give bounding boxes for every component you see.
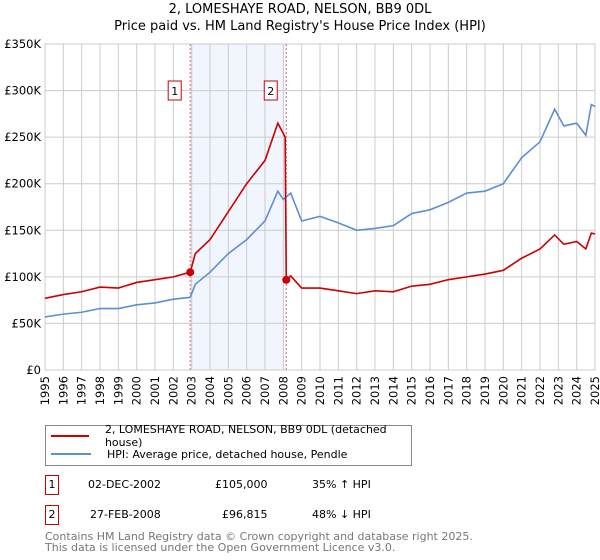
footer-copyright: Contains HM Land Registry data © Crown c… <box>45 530 473 543</box>
sale-price: £96,815 <box>222 508 268 521</box>
x-tick-label: 2014 <box>386 376 400 405</box>
x-tick-label: 2024 <box>570 376 584 405</box>
x-tick-label: 2013 <box>368 376 382 405</box>
x-tick-label: 2015 <box>405 376 419 405</box>
legend-label: 2, LOMESHAYE ROAD, NELSON, BB9 0DL (deta… <box>104 423 387 449</box>
x-tick-label: 2019 <box>478 376 492 405</box>
x-tick-label: 2004 <box>203 376 217 405</box>
sale-date: 02-DEC-2002 <box>88 478 162 491</box>
plot-frame <box>44 43 596 371</box>
x-tick-label: 2009 <box>295 376 309 405</box>
legend-swatch-blue <box>51 453 91 455</box>
legend-item-hpi: HPI: Average price, detached house, Pend… <box>46 446 347 462</box>
footer-licence: This data is licensed under the Open Gov… <box>45 541 396 554</box>
y-tick-label: £300K <box>4 84 41 98</box>
x-tick-label: 2010 <box>313 376 327 405</box>
x-tick-label: 2011 <box>331 376 345 405</box>
sale-date: 27-FEB-2008 <box>90 508 161 521</box>
x-tick-label: 2016 <box>423 376 437 405</box>
sale-point <box>282 275 291 284</box>
x-tick-label: 1998 <box>93 376 107 405</box>
chart-subtitle: Price paid vs. HM Land Registry's House … <box>114 19 486 34</box>
x-tick-label: 1997 <box>75 376 89 405</box>
y-tick-label: £350K <box>4 37 41 51</box>
legend-item-property: 2, LOMESHAYE ROAD, NELSON, BB9 0DL (deta… <box>46 423 411 449</box>
hpi-line <box>44 103 596 318</box>
x-tick-label: 2002 <box>166 376 180 405</box>
sale-label-box <box>263 80 278 101</box>
legend-swatch-red <box>51 435 89 437</box>
x-tick-label: 2012 <box>350 376 364 405</box>
x-tick-label: 2020 <box>496 376 510 405</box>
y-tick-label: £250K <box>4 130 41 144</box>
sale-number-badge: 2 <box>45 505 59 525</box>
x-tick-label: 2018 <box>460 376 474 405</box>
legend-label: HPI: Average price, detached house, Pend… <box>107 447 348 461</box>
sale-number-badge: 1 <box>45 475 59 495</box>
x-tick-label: 2000 <box>130 376 144 405</box>
x-tick-label: 2022 <box>533 376 547 405</box>
y-tick-label: £150K <box>4 223 41 237</box>
property-price-line <box>44 121 596 300</box>
x-tick-label: 2017 <box>441 376 455 405</box>
y-tick-label: £100K <box>4 270 41 284</box>
chart-title: 2, LOMESHAYE ROAD, NELSON, BB9 0DL <box>168 2 432 17</box>
legend: 2, LOMESHAYE ROAD, NELSON, BB9 0DL (deta… <box>45 423 412 466</box>
x-tick-label: 2008 <box>276 376 290 405</box>
x-tick-label: 1995 <box>38 376 52 405</box>
y-tick-label: £0 <box>26 363 41 377</box>
x-tick-label: 2003 <box>185 376 199 405</box>
x-tick-label: 2006 <box>240 376 254 405</box>
footer: Contains HM Land Registry data © Crown c… <box>45 531 473 553</box>
sale-label: 2 <box>267 85 274 98</box>
sale-point <box>186 268 195 277</box>
sale-hpi-diff: 48% ↓ HPI <box>312 508 371 521</box>
sale-hpi-diff: 35% ↑ HPI <box>312 478 371 491</box>
y-tick-label: £200K <box>4 177 41 191</box>
x-tick-label: 1999 <box>111 376 125 405</box>
x-tick-label: 2005 <box>221 376 235 405</box>
x-tick-label: 2007 <box>258 376 272 405</box>
sale-price: £105,000 <box>215 478 268 491</box>
x-tick-label: 1996 <box>56 376 70 405</box>
x-tick-label: 2023 <box>551 376 565 405</box>
y-tick-label: £50K <box>12 316 42 330</box>
sale-label: 1 <box>171 85 178 98</box>
price-chart: £0 £50K £100K £150K £200K £250K £300K £350K 1995… <box>4 37 600 405</box>
sale-label-box <box>167 80 182 101</box>
x-tick-label: 2025 <box>588 376 600 405</box>
x-tick-label: 2001 <box>148 376 162 405</box>
x-tick-label: 2021 <box>515 376 529 405</box>
